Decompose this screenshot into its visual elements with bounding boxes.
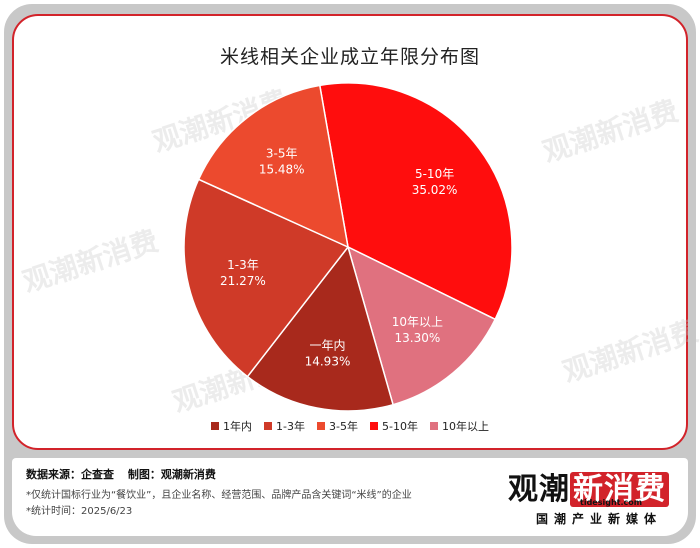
brand-name-right: 新消费 <box>570 472 669 507</box>
pie-slice-10年以上 <box>346 245 497 406</box>
slice-percent: 15.48% <box>259 162 305 176</box>
footer: 数据来源：企查查 制图：观潮新消费 *仅统计国标行业为“餐饮业”，且企业名称、经… <box>12 458 688 536</box>
slice-percent: 14.93% <box>305 354 351 368</box>
pie-slice-1年内 <box>246 245 394 412</box>
legend-label: 3-5年 <box>329 420 358 433</box>
slice-label: 1-3年 <box>227 258 259 272</box>
note-scope: *仅统计国标行业为“餐饮业”，且企业名称、经营范围、品牌产品含关键词“米线”的企… <box>26 490 412 501</box>
legend-swatch <box>369 422 378 430</box>
legend-label: 1年内 <box>223 420 253 433</box>
pie-slice-5-10年 <box>318 82 513 321</box>
note-date: *统计时间：2025/6/23 <box>26 506 133 517</box>
brand-url: tidesight.com <box>580 498 643 507</box>
legend-item: 5-10年 <box>369 418 418 434</box>
slice-label: 5-10年 <box>415 167 454 181</box>
brand-name-left: 观潮 <box>508 472 570 507</box>
slice-percent: 21.27% <box>220 274 266 288</box>
brand-tagline: 国潮产业新媒体 <box>536 512 663 526</box>
legend-item: 1年内 <box>211 418 252 434</box>
chart-maker: 制图：观潮新消费 <box>127 468 216 481</box>
legend-swatch <box>429 422 438 430</box>
legend-item: 10年以上 <box>429 418 489 434</box>
legend-item: 1-3年 <box>264 418 305 434</box>
legend-label: 1-3年 <box>276 420 306 433</box>
legend-label: 5-10年 <box>381 420 418 433</box>
slice-label: 3-5年 <box>266 146 298 160</box>
slice-label: 一年内 <box>309 338 345 352</box>
brand-name: 观潮 新消费 <box>508 464 669 508</box>
pie-slice-3-5年 <box>197 84 349 249</box>
legend-swatch <box>211 422 220 430</box>
brand-logo: 观潮 新消费 tidesight.com 国潮产业新媒体 <box>508 464 678 530</box>
slice-percent: 35.02% <box>412 183 458 197</box>
slice-percent: 13.30% <box>395 331 441 345</box>
chart-legend: 1年内 1-3年 3-5年 5-10年 10年以上 <box>0 418 700 434</box>
legend-swatch <box>264 422 273 430</box>
legend-item: 3-5年 <box>317 418 358 434</box>
data-source: 数据来源：企查查 <box>26 468 114 481</box>
source-line: 数据来源：企查查 制图：观潮新消费 <box>26 466 226 482</box>
chart-title: 米线相关企业成立年限分布图 <box>219 46 480 68</box>
legend-label: 10年以上 <box>441 420 489 433</box>
slice-label: 10年以上 <box>392 315 443 329</box>
legend-swatch <box>317 422 326 430</box>
